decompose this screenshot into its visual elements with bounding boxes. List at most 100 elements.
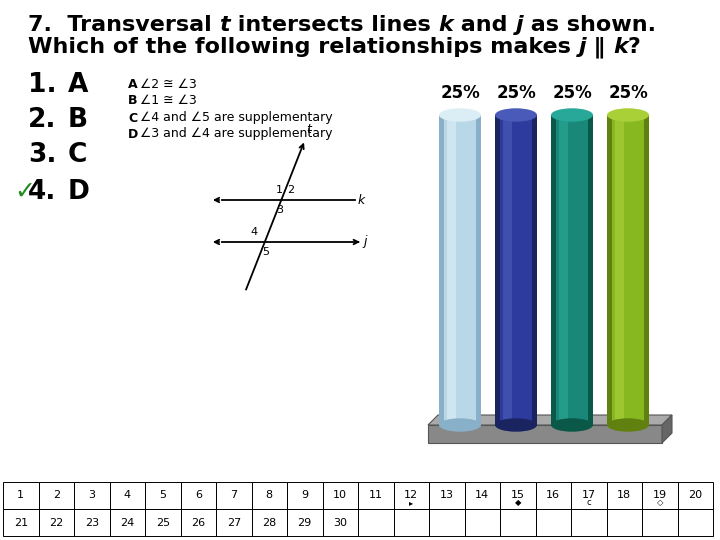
Bar	[287, 482, 323, 509]
Bar	[3, 482, 38, 509]
Text: ◆: ◆	[515, 498, 521, 507]
Bar	[606, 509, 642, 536]
Bar	[464, 482, 500, 509]
Text: ◇: ◇	[657, 498, 663, 507]
Bar	[3, 509, 38, 536]
Text: k: k	[358, 193, 365, 206]
Text: intersects lines: intersects lines	[230, 15, 438, 35]
Bar	[678, 482, 713, 509]
Bar	[216, 509, 251, 536]
Bar	[439, 115, 444, 425]
Bar	[615, 115, 624, 425]
Ellipse shape	[439, 418, 481, 431]
Bar	[606, 482, 642, 509]
Bar	[429, 482, 464, 509]
Bar	[644, 115, 649, 425]
Bar	[500, 509, 536, 536]
Text: 10: 10	[333, 490, 347, 501]
Bar	[536, 482, 571, 509]
Text: 11: 11	[369, 490, 383, 501]
Text: Which of the following relationships makes: Which of the following relationships mak…	[28, 37, 579, 57]
Ellipse shape	[495, 109, 537, 122]
Text: 16: 16	[546, 490, 560, 501]
Bar	[109, 509, 145, 536]
Text: c: c	[586, 498, 591, 507]
Text: 13: 13	[440, 490, 454, 501]
Bar	[429, 509, 464, 536]
Bar	[571, 482, 606, 509]
Text: C: C	[68, 142, 87, 168]
Bar	[74, 509, 109, 536]
Bar	[251, 482, 287, 509]
Bar	[607, 115, 612, 425]
Bar	[216, 482, 251, 509]
Bar	[428, 425, 662, 443]
Text: 5: 5	[159, 490, 166, 501]
Text: k: k	[438, 15, 454, 35]
Text: D: D	[128, 127, 138, 140]
Text: ✓: ✓	[14, 180, 35, 204]
Bar	[612, 115, 644, 425]
Text: ∠2 ≅ ∠3: ∠2 ≅ ∠3	[140, 78, 197, 91]
Text: 7: 7	[230, 490, 238, 501]
Text: j: j	[516, 15, 523, 35]
Text: 4.: 4.	[28, 179, 56, 205]
Bar	[495, 115, 500, 425]
Bar	[181, 509, 216, 536]
Text: 9: 9	[301, 490, 308, 501]
Bar	[38, 482, 74, 509]
Bar	[464, 509, 500, 536]
Bar	[500, 115, 532, 425]
Bar	[358, 509, 394, 536]
Bar	[588, 115, 593, 425]
Bar	[532, 115, 537, 425]
Bar	[642, 482, 678, 509]
Ellipse shape	[607, 109, 649, 122]
Text: 18: 18	[617, 490, 631, 501]
Text: 20: 20	[688, 490, 702, 501]
Bar	[394, 482, 429, 509]
Text: 1: 1	[276, 185, 283, 195]
Text: 12: 12	[404, 490, 418, 501]
Bar	[323, 482, 358, 509]
Text: 2: 2	[287, 185, 294, 195]
Bar	[109, 482, 145, 509]
Text: j: j	[363, 235, 366, 248]
Polygon shape	[662, 415, 672, 443]
Bar	[444, 115, 476, 425]
Text: A: A	[128, 78, 138, 91]
Bar	[500, 482, 536, 509]
Text: t: t	[220, 15, 230, 35]
Bar	[394, 509, 429, 536]
Text: 29: 29	[297, 517, 312, 528]
Text: B: B	[128, 94, 138, 107]
Bar	[323, 509, 358, 536]
Text: 3: 3	[89, 490, 95, 501]
Ellipse shape	[607, 418, 649, 431]
Text: ?: ?	[628, 37, 641, 57]
Bar	[74, 482, 109, 509]
Text: 24: 24	[120, 517, 135, 528]
Text: 17: 17	[582, 490, 596, 501]
Text: 4: 4	[251, 227, 258, 237]
Bar	[38, 509, 74, 536]
Text: 2.: 2.	[28, 107, 56, 133]
Text: as shown.: as shown.	[523, 15, 656, 35]
Text: 23: 23	[85, 517, 99, 528]
Bar	[476, 115, 481, 425]
Text: 27: 27	[227, 517, 241, 528]
Text: B: B	[68, 107, 88, 133]
Text: 3.: 3.	[28, 142, 56, 168]
Text: A: A	[68, 72, 89, 98]
Text: 4: 4	[124, 490, 131, 501]
Text: 1: 1	[17, 490, 24, 501]
Bar	[446, 115, 456, 425]
Text: 25%: 25%	[552, 84, 592, 102]
Text: 25%: 25%	[608, 84, 648, 102]
Text: 2: 2	[53, 490, 60, 501]
Bar	[571, 509, 606, 536]
Text: 5: 5	[262, 247, 269, 257]
Polygon shape	[428, 415, 672, 425]
Text: ▸: ▸	[409, 498, 413, 507]
Text: 15: 15	[510, 490, 525, 501]
